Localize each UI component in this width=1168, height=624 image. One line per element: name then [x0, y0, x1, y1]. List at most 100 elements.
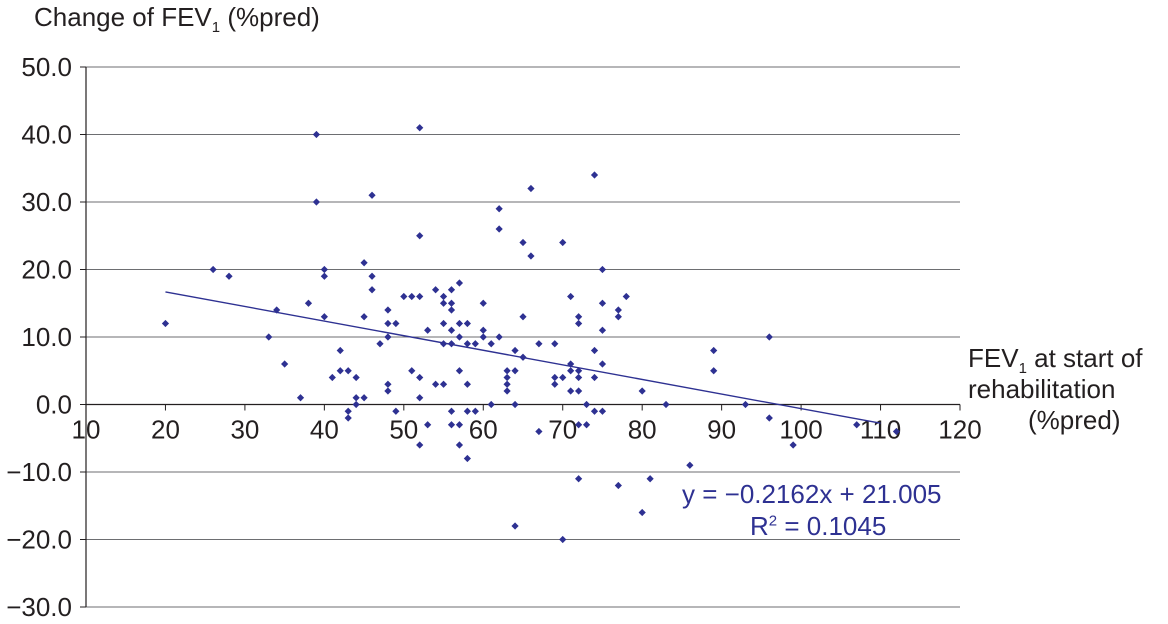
- data-point: [638, 387, 646, 395]
- data-point: [511, 400, 519, 409]
- data-point: [416, 394, 424, 402]
- x-tick-label: 40: [310, 415, 339, 445]
- data-point: [352, 400, 360, 409]
- data-point: [495, 333, 503, 341]
- data-point: [439, 319, 448, 328]
- data-point: [424, 326, 432, 334]
- data-point: [519, 313, 527, 321]
- y-tick-label: 10.0: [21, 322, 72, 352]
- data-point: [320, 265, 328, 274]
- data-point: [455, 319, 464, 328]
- data-point: [447, 326, 456, 334]
- data-point: [527, 184, 535, 193]
- data-point: [765, 414, 773, 422]
- data-point: [598, 407, 607, 415]
- data-point: [463, 454, 471, 463]
- data-point: [455, 441, 464, 449]
- data-point: [344, 414, 352, 422]
- data-point: [432, 286, 440, 294]
- equation-line: y = −0.2162x + 21.005: [682, 479, 942, 509]
- data-point: [559, 373, 567, 382]
- data-point: [416, 441, 424, 449]
- data-point: [296, 394, 305, 402]
- y-tick-label: 40.0: [21, 120, 72, 150]
- data-point: [352, 394, 360, 402]
- y-tick-label: 30.0: [21, 187, 72, 217]
- data-point: [535, 340, 543, 348]
- data-point: [575, 367, 583, 375]
- y-axis-ticks: 50.0 40.0 30.0 20.0 10.0 0.0 −10.0 −20.0 −30.0: [6, 52, 86, 622]
- y-tick-label: −20.0: [6, 525, 72, 555]
- data-point: [598, 326, 607, 334]
- data-point: [503, 367, 511, 375]
- data-point: [312, 198, 321, 206]
- data-point: [710, 367, 718, 375]
- data-point: [320, 272, 328, 280]
- data-point: [503, 380, 511, 388]
- x-tick-label: 50: [389, 415, 418, 445]
- data-point: [360, 394, 368, 402]
- data-point: [575, 373, 583, 382]
- data-point: [463, 319, 471, 328]
- x-tick-label: 70: [548, 415, 577, 445]
- x-tick-label: 10: [72, 415, 101, 445]
- data-point: [225, 272, 233, 280]
- data-point: [614, 481, 622, 490]
- data-point: [416, 373, 424, 382]
- x-tick-label: 90: [707, 415, 736, 445]
- data-point: [400, 292, 408, 301]
- x-tick-label: 30: [230, 415, 259, 445]
- data-point: [312, 130, 321, 139]
- y-tick-label: 0.0: [36, 390, 72, 420]
- x-tick-label: 60: [469, 415, 498, 445]
- data-point: [471, 340, 479, 348]
- data-point: [511, 346, 519, 355]
- data-point: [463, 340, 471, 348]
- y-tick-label: 20.0: [21, 255, 72, 285]
- data-point: [320, 313, 328, 321]
- data-point: [161, 319, 170, 328]
- x-tick-label: 100: [779, 415, 822, 445]
- data-point: [447, 299, 456, 307]
- x-axis-title: FEV1 at start of rehabilitation (%pred): [968, 343, 1143, 436]
- data-point: [336, 346, 344, 355]
- data-point: [447, 340, 456, 348]
- data-point: [424, 421, 432, 429]
- y-tick-label: 50.0: [21, 52, 72, 82]
- data-point: [408, 367, 416, 375]
- data-point: [575, 475, 583, 483]
- data-point: [487, 340, 495, 348]
- data-point: [368, 286, 376, 294]
- data-point: [535, 427, 543, 436]
- data-point: [447, 286, 456, 294]
- data-point: [892, 427, 901, 436]
- data-point: [519, 238, 527, 247]
- data-point: [408, 292, 416, 301]
- data-point: [741, 400, 750, 409]
- data-point: [360, 313, 368, 321]
- data-point: [575, 313, 583, 321]
- data-point: [479, 299, 487, 307]
- data-point: [336, 367, 344, 375]
- data-point: [575, 319, 583, 328]
- data-point: [710, 346, 718, 355]
- data-points: [161, 124, 901, 544]
- data-point: [686, 461, 694, 469]
- data-point: [590, 373, 599, 382]
- data-point: [471, 407, 479, 415]
- data-point: [479, 326, 487, 334]
- data-point: [765, 333, 773, 341]
- data-point: [590, 407, 599, 415]
- data-point: [432, 380, 440, 388]
- data-point: [392, 407, 400, 415]
- y-tick-label: −30.0: [6, 592, 72, 622]
- data-point: [622, 292, 630, 301]
- data-point: [582, 400, 591, 409]
- x-tick-label: 110: [860, 415, 901, 445]
- data-point: [439, 340, 448, 348]
- data-point: [392, 319, 400, 328]
- data-point: [328, 373, 336, 382]
- data-point: [511, 367, 519, 375]
- data-point: [455, 333, 464, 341]
- data-point: [352, 373, 360, 382]
